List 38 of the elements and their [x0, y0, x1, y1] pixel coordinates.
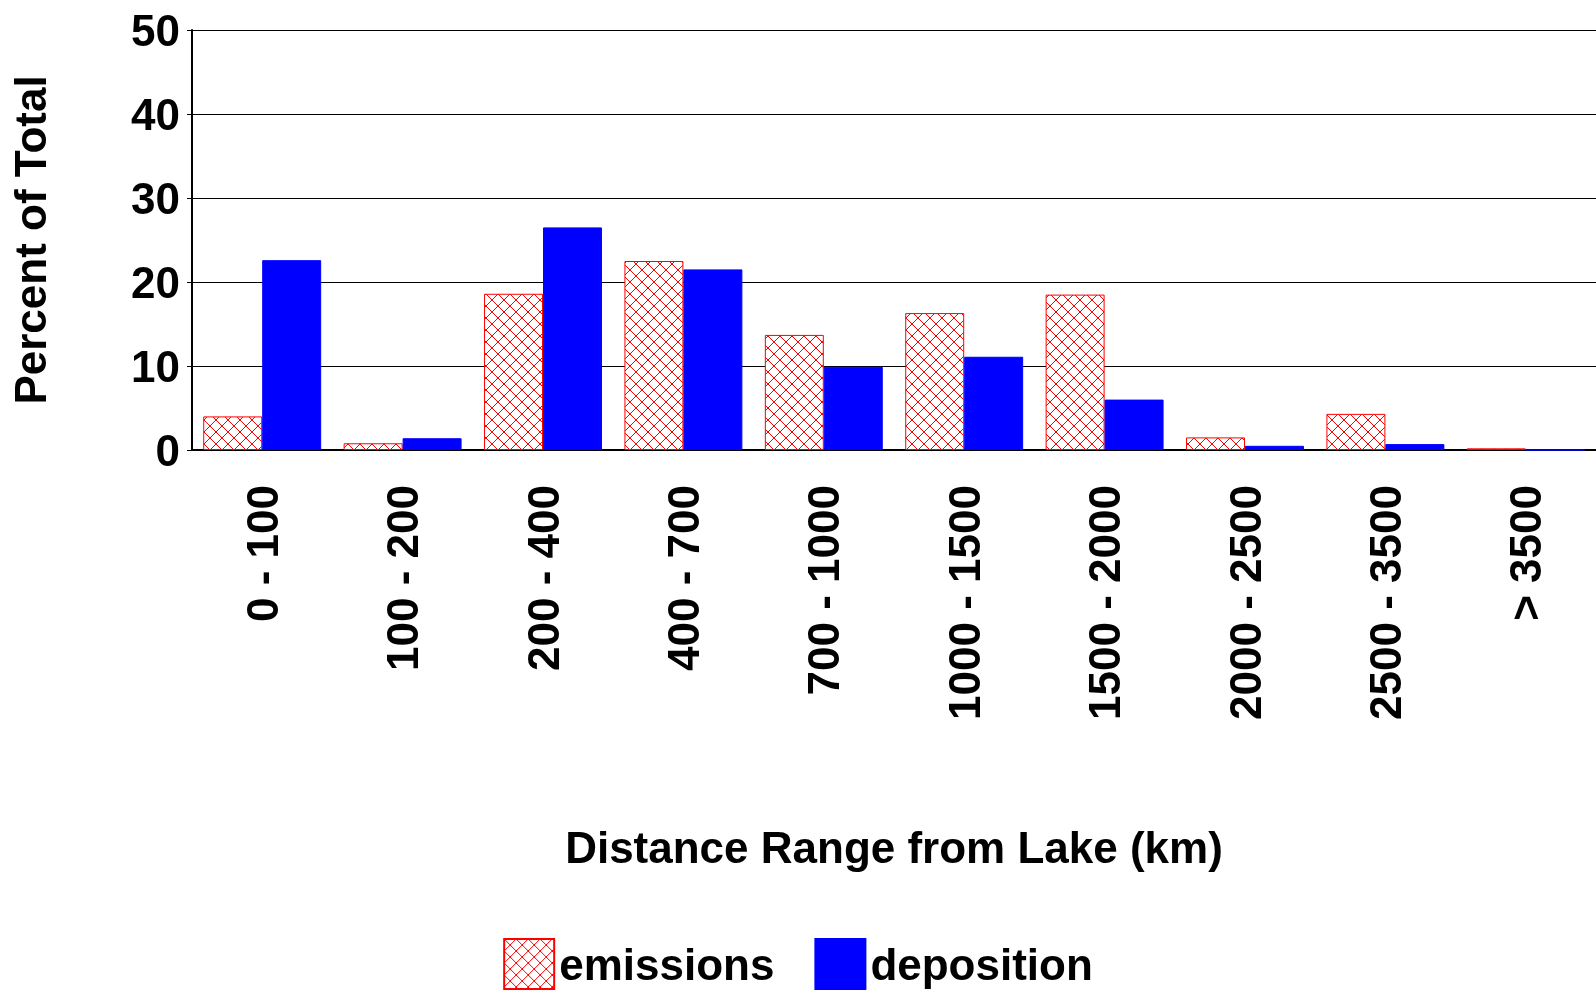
bar: [1245, 445, 1304, 450]
bar: [543, 227, 602, 450]
bar: [764, 334, 824, 450]
bar: [1326, 413, 1386, 450]
bar: [964, 356, 1024, 450]
bar: [203, 416, 263, 450]
x-tick-label: 400 - 700: [658, 485, 708, 671]
x-tick-label: 700 - 1000: [799, 485, 849, 696]
x-tick-label: > 3500: [1501, 485, 1551, 621]
x-tick-label: 1500 - 2000: [1080, 485, 1130, 720]
legend-label: deposition: [870, 939, 1093, 989]
bar: [262, 260, 322, 450]
y-axis-title: Percent of Total: [5, 75, 55, 405]
y-tick-label: 30: [131, 173, 180, 223]
x-tick-label: 2000 - 2500: [1220, 485, 1270, 720]
y-tick-label: 40: [131, 89, 180, 139]
y-tick-label: 50: [131, 5, 180, 55]
bar: [484, 293, 543, 450]
bar: [1045, 294, 1105, 450]
bar: [402, 438, 462, 450]
y-tick-label: 10: [131, 341, 180, 391]
x-tick-label: 200 - 400: [518, 485, 568, 671]
bar: [624, 261, 684, 450]
x-tick-label: 1000 - 1500: [939, 485, 989, 720]
y-tick-label: 0: [155, 425, 180, 475]
bar: [683, 269, 743, 450]
x-axis-title: Distance Range from Lake (km): [565, 822, 1223, 872]
bar: [1385, 444, 1445, 450]
legend-label: emissions: [559, 939, 775, 989]
x-tick-label: 100 - 200: [378, 485, 428, 671]
bar: [905, 313, 965, 450]
bar: [1104, 399, 1164, 450]
x-tick-label: 2500 - 3500: [1360, 485, 1410, 720]
bar: [343, 443, 403, 450]
y-tick-label: 20: [131, 257, 180, 307]
x-tick-label: 0 - 100: [237, 485, 287, 622]
bar: [1186, 437, 1245, 450]
bar: [823, 366, 883, 450]
